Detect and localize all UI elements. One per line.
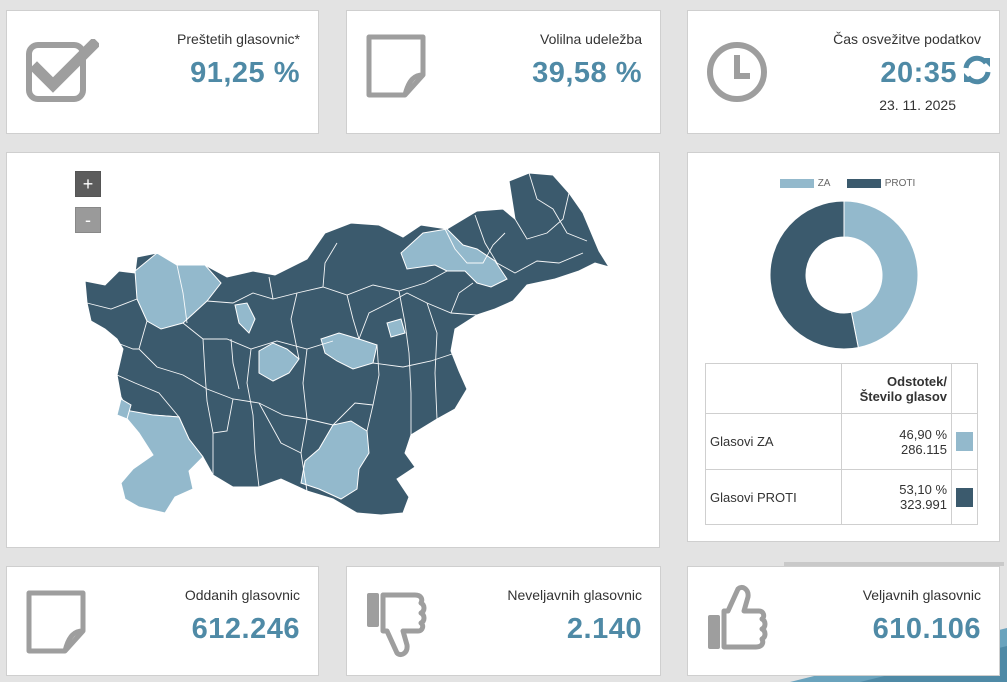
results-panel: ZA PROTI Odstotek/ Število glasov Glasov… (687, 152, 1000, 542)
donut-slice-za (843, 200, 919, 349)
invalid-label: Neveljavnih glasovnic (507, 587, 642, 603)
turnout-value: 39,58 % (532, 57, 642, 89)
refresh-date: 23. 11. 2025 (879, 97, 956, 113)
cast-value: 612.246 (191, 613, 300, 645)
color-swatch-proti (956, 487, 973, 507)
refresh-icon[interactable] (961, 55, 993, 85)
row-percent: 46,90 % (899, 426, 947, 442)
table-row: Glasovi PROTI 53,10 % 323.991 (705, 469, 978, 525)
stat-card-turnout: Volilna udeležba 39,58 % (346, 10, 661, 134)
valid-label: Veljavnih glasovnic (862, 587, 981, 603)
checkbox-check-icon (26, 39, 99, 102)
table-header-row: Odstotek/ Število glasov (705, 363, 978, 414)
region-za (300, 420, 370, 500)
row-label: Glasovi PROTI (705, 469, 842, 525)
turnout-label: Volilna udeležba (540, 31, 642, 47)
region-za (116, 398, 132, 420)
counted-value: 91,25 % (190, 57, 300, 89)
background-decoration (784, 562, 1004, 566)
counted-label: Preštetih glasovnic* (177, 31, 300, 47)
note-icon (26, 590, 86, 654)
invalid-value: 2.140 (566, 613, 642, 645)
color-swatch-za (956, 432, 973, 451)
row-color (951, 469, 978, 525)
zoom-in-button[interactable]: + (75, 171, 101, 197)
stat-card-valid: Veljavnih glasovnic 610.106 (687, 566, 1000, 676)
table-header-empty (705, 363, 842, 414)
row-count: 286.115 (900, 441, 947, 457)
note-icon (366, 34, 426, 98)
row-percent: 53,10 % (899, 482, 947, 497)
donut-chart (769, 200, 919, 350)
thumbs-down-icon (367, 592, 427, 658)
donut-slice-proti (769, 200, 859, 350)
stat-card-refresh: Čas osvežitve podatkov 20:35 23. 11. 202… (687, 10, 1000, 134)
clock-icon (707, 42, 767, 102)
chart-legend: ZA PROTI (688, 178, 999, 189)
cast-label: Oddanih glasovnic (184, 587, 300, 603)
table-header-line: Število glasov (859, 388, 947, 404)
legend-swatch-za (779, 178, 814, 188)
thumbs-up-icon (708, 584, 768, 650)
legend-label-za: ZA (817, 178, 830, 189)
row-label: Glasovi ZA (705, 413, 842, 470)
table-header-percent: Odstotek/ Število glasov (841, 363, 952, 414)
zoom-out-button[interactable]: - (75, 207, 101, 233)
region-za (386, 318, 406, 338)
row-color (951, 413, 978, 470)
stat-card-invalid: Neveljavnih glasovnic 2.140 (346, 566, 661, 676)
table-header-line: Odstotek/ (887, 373, 947, 389)
table-row: Glasovi ZA 46,90 % 286.115 (705, 413, 978, 470)
stat-card-cast: Oddanih glasovnic 612.246 (6, 566, 319, 676)
slovenia-map[interactable] (7, 153, 659, 547)
row-values: 53,10 % 323.991 (841, 469, 952, 525)
row-values: 46,90 % 286.115 (841, 413, 952, 470)
region-za (117, 408, 204, 514)
region-za (234, 302, 256, 334)
map-panel[interactable]: + - (6, 152, 660, 548)
row-count: 323.991 (900, 497, 947, 512)
region-za (258, 342, 300, 382)
region-za (400, 228, 508, 288)
table-header-color (951, 363, 978, 414)
valid-value: 610.106 (872, 613, 981, 645)
results-table: Odstotek/ Število glasov Glasovi ZA 46,9… (705, 363, 978, 525)
stat-card-counted: Preštetih glasovnic* 91,25 % (6, 10, 319, 134)
legend-label-proti: PROTI (884, 178, 916, 189)
refresh-label: Čas osvežitve podatkov (833, 31, 981, 47)
refresh-time: 20:35 (880, 57, 957, 89)
legend-swatch-proti (846, 178, 881, 188)
